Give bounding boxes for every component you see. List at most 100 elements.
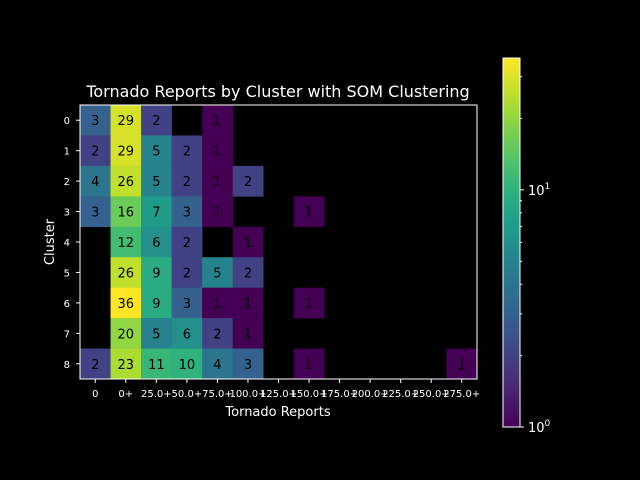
x-axis-label: Tornado Reports: [224, 405, 330, 420]
x-tick-label: 100.0+: [229, 389, 266, 400]
y-axis: 0 1 2 3 4 5 6 7 8: [64, 116, 80, 371]
heatmap-cell: [80, 135, 111, 167]
heatmap-cell: [202, 287, 233, 319]
heatmap-cell: [171, 318, 203, 349]
cell-value-label: 1: [305, 358, 313, 373]
chart-title: Tornado Reports by Cluster with SOM Clus…: [85, 82, 469, 101]
y-tick-label: 6: [64, 299, 70, 310]
y-tick-label: 7: [64, 329, 70, 340]
x-tick-label: 150.0+: [291, 389, 328, 400]
cell-value-label: 2: [244, 266, 252, 281]
colorbar-tick-label: 101: [528, 182, 550, 199]
cell-value-label: 29: [118, 114, 135, 129]
heatmap-cell: [141, 226, 172, 258]
heatmap-cell: [110, 105, 142, 136]
heatmap-cell: [202, 257, 233, 288]
heatmap-cell: [110, 348, 142, 380]
cell-value-label: 2: [183, 175, 191, 190]
x-tick-label: 0+: [118, 389, 133, 400]
heatmap-cell: [80, 348, 111, 380]
heatmap-cell: [232, 318, 264, 349]
y-tick-label: 8: [64, 360, 70, 371]
heatmap-cell: [80, 165, 111, 197]
heatmap-cell: [80, 196, 111, 228]
heatmap-cell: [110, 287, 142, 319]
x-tick-label: 250.0+: [413, 389, 450, 400]
heatmap-cell: [232, 287, 264, 319]
heatmap-cell: [202, 165, 233, 197]
heatmap-cell: [202, 196, 233, 228]
cell-value-label: 3: [183, 206, 191, 221]
colorbar: [502, 57, 521, 428]
cell-value-label: 3: [244, 358, 252, 373]
cell-value-label: 1: [213, 114, 221, 129]
cell-value-label: 1: [244, 327, 252, 342]
heatmap-cell: [141, 257, 172, 288]
colorbar-ticks: 100 101: [520, 76, 551, 436]
heatmap-cell: [141, 105, 172, 136]
cell-value-label: 4: [213, 358, 221, 373]
cell-value-label: 36: [118, 297, 135, 312]
cell-value-label: 5: [152, 327, 160, 342]
cell-value-label: 3: [183, 297, 191, 312]
heatmap-plot-area: 3 29 2 12 29 5 2 14 26 5 2 1 23 16 7 3 1 112 6 2 126 9 2 5 236 9 3…: [80, 105, 478, 380]
x-tick-label: 25.0+: [141, 389, 172, 400]
cell-value-label: 1: [244, 236, 252, 251]
heatmap-cell: [202, 318, 233, 349]
cell-value-label: 26: [118, 175, 135, 190]
cell-value-label: 12: [118, 236, 135, 251]
cell-value-label: 2: [91, 358, 99, 373]
y-tick-label: 1: [64, 147, 70, 158]
y-tick-label: 0: [64, 116, 70, 127]
x-tick-label: 75.0+: [202, 389, 233, 400]
cell-value-label: 1: [305, 297, 313, 312]
heatmap-cell: [141, 135, 172, 167]
cell-value-label: 2: [91, 145, 99, 160]
x-tick-label: 175.0+: [321, 389, 358, 400]
cell-value-label: 1: [458, 358, 466, 373]
cell-value-label: 11: [148, 358, 165, 373]
cell-value-label: 26: [118, 266, 135, 281]
heatmap-cell: [141, 165, 172, 197]
heatmap-cell: [446, 348, 478, 380]
cell-value-label: 1: [213, 297, 221, 312]
cell-value-label: 9: [152, 266, 160, 281]
heatmap-cell: [141, 196, 172, 228]
heatmap-cell: [232, 226, 264, 258]
cell-value-label: 2: [183, 145, 191, 160]
cell-value-label: 23: [118, 358, 135, 373]
cell-value-label: 5: [152, 145, 160, 160]
cell-value-label: 3: [91, 114, 99, 129]
cell-value-label: 29: [118, 145, 135, 160]
y-tick-label: 2: [64, 177, 70, 188]
heatmap-cell: [110, 165, 142, 197]
cell-value-label: 1: [213, 206, 221, 221]
cell-value-label: 2: [183, 236, 191, 251]
x-tick-label: 50.0+: [172, 389, 203, 400]
heatmap-cell: [110, 257, 142, 288]
cell-value-label: 16: [118, 206, 135, 221]
cell-value-label: 2: [183, 266, 191, 281]
cell-value-label: 6: [152, 236, 160, 251]
x-tick-label: 125.0+: [260, 389, 297, 400]
cell-value-label: 1: [244, 297, 252, 312]
colorbar-tick-label: 100: [528, 419, 551, 436]
y-tick-label: 3: [64, 208, 70, 219]
heatmap-cell: [110, 226, 142, 258]
y-tick-label: 5: [64, 268, 70, 279]
heatmap-cell: [232, 165, 264, 197]
x-tick-label: 225.0+: [382, 389, 419, 400]
heatmap-cell: [141, 287, 172, 319]
heatmap-cell: [202, 135, 233, 167]
cell-value-label: 1: [305, 206, 313, 221]
cell-value-label: 2: [152, 114, 160, 129]
cell-value-label: 3: [91, 206, 99, 221]
heatmap-cell: [110, 318, 142, 349]
cell-value-label: 1: [213, 145, 221, 160]
cell-value-label: 2: [244, 175, 252, 190]
heatmap-cell: [293, 287, 325, 319]
x-tick-label: 200.0+: [352, 389, 389, 400]
cell-value-label: 6: [183, 327, 191, 342]
x-axis: 0 0+ 25.0+ 50.0+ 75.0+100.0+125.0+150.0+175.…: [92, 379, 480, 400]
